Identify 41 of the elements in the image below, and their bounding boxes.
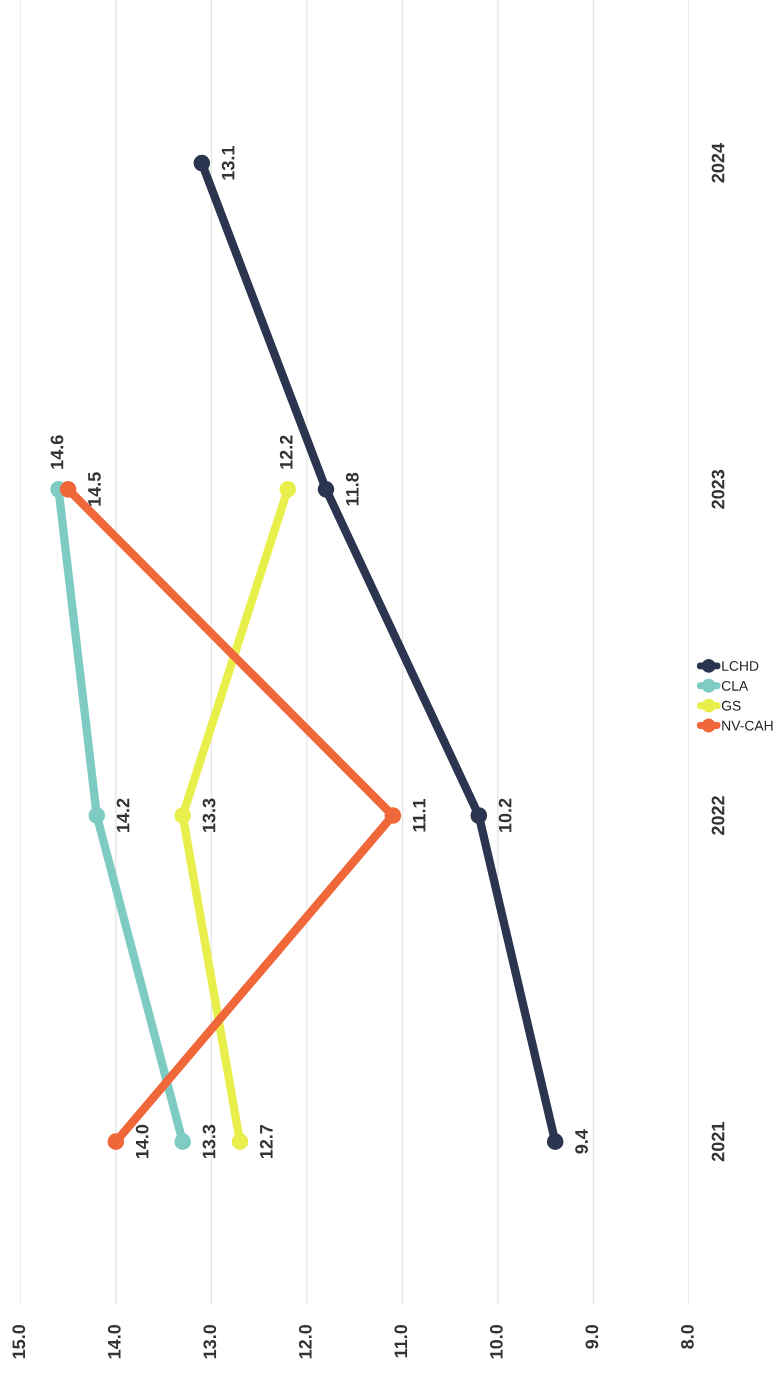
point — [231, 1133, 249, 1151]
legend-label: NV-CAH — [722, 720, 773, 731]
data-label: 13.3 — [202, 1124, 216, 1159]
data-label: 12.2 — [279, 435, 293, 469]
data-label: 14.5 — [88, 472, 101, 506]
point — [174, 1133, 192, 1151]
point — [59, 480, 77, 498]
data-label: 13.1 — [221, 146, 235, 180]
point — [88, 807, 106, 824]
x-tick-label: 12.0 — [298, 1324, 312, 1359]
point — [279, 480, 297, 498]
y-tick-label: 2023 — [711, 469, 725, 509]
point — [546, 1133, 564, 1151]
legend-label: LCHD — [722, 661, 759, 671]
y-tick-label: 2022 — [711, 796, 725, 835]
point — [470, 807, 488, 824]
point — [384, 807, 402, 824]
x-tick-label: 14.0 — [107, 1324, 121, 1359]
data-label: 12.7 — [259, 1124, 273, 1159]
x-tick-label: 8.0 — [681, 1324, 694, 1349]
x-tick-label: 13.0 — [203, 1324, 217, 1359]
data-label: 9.4 — [575, 1129, 588, 1154]
legend-label: GS — [721, 700, 741, 711]
point — [174, 807, 192, 824]
y-tick-label: 2021 — [711, 1122, 725, 1162]
x-tick-label: 9.0 — [585, 1324, 599, 1349]
data-label: 14.0 — [135, 1124, 149, 1159]
data-label: 11.8 — [345, 472, 359, 506]
x-tick-label: 15.0 — [12, 1324, 26, 1359]
point — [107, 1133, 125, 1151]
point — [193, 154, 211, 172]
data-label: 13.3 — [202, 798, 216, 832]
y-tick-label: 2024 — [711, 143, 725, 183]
x-tick-label: 10.0 — [489, 1324, 503, 1359]
data-label: 11.1 — [412, 798, 426, 832]
data-label: 10.2 — [498, 798, 512, 832]
data-label: 14.6 — [50, 435, 64, 469]
legend-label: CLA — [721, 680, 749, 691]
data-label: 14.2 — [116, 798, 130, 832]
point — [317, 480, 335, 498]
x-tick-label: 11.0 — [394, 1324, 408, 1358]
